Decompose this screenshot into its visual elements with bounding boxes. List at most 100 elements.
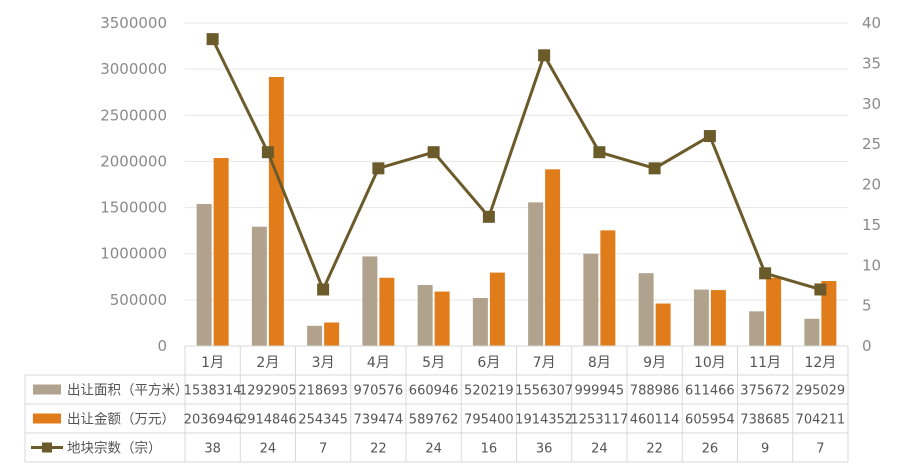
bar-area <box>362 256 378 346</box>
bar-amount <box>766 277 782 346</box>
left-tick-label: 2500000 <box>100 106 167 124</box>
category-label: 1月 <box>201 355 224 371</box>
bar-area <box>307 325 323 346</box>
table-cell: 22 <box>646 442 663 457</box>
bar-amount <box>489 272 505 346</box>
right-tick-label: 10 <box>862 256 881 274</box>
bar-amount <box>324 322 340 346</box>
category-label: 9月 <box>643 355 666 371</box>
table-cell: 1538314 <box>184 384 242 399</box>
count-point <box>261 146 274 159</box>
left-tick-label: 1000000 <box>100 245 167 263</box>
table-cell: 7 <box>816 442 824 457</box>
category-label: 10月 <box>694 355 726 371</box>
table-cell: 520219 <box>464 384 514 399</box>
table-cell: 999945 <box>575 384 625 399</box>
bar-amount <box>434 291 450 346</box>
table-cell: 1556307 <box>515 384 573 399</box>
count-line <box>206 33 827 296</box>
table-cell: 38 <box>204 442 221 457</box>
table-cell: 26 <box>702 442 719 457</box>
left-tick-label: 500000 <box>110 291 167 309</box>
table-cell: 16 <box>481 442 498 457</box>
category-label: 11月 <box>749 355 781 371</box>
bar-amount <box>655 303 671 346</box>
legend-key-marker <box>42 442 52 453</box>
right-axis-ticks: 0 5 10 15 20 25 30 35 40 <box>862 14 881 355</box>
table-cell: 2036946 <box>184 413 242 428</box>
category-label: 6月 <box>477 355 500 371</box>
table-cell: 739474 <box>354 413 404 428</box>
count-point <box>206 33 219 46</box>
category-label: 12月 <box>804 355 836 371</box>
bar-area <box>417 285 433 346</box>
table-cell: 738685 <box>740 413 790 428</box>
count-line-path <box>211 38 821 294</box>
table-cell: 24 <box>260 442 277 457</box>
table-cell: 218693 <box>298 384 348 399</box>
left-tick-label: 1500000 <box>100 199 167 217</box>
table-cell: 36 <box>536 442 553 457</box>
table-cell: 660946 <box>409 384 459 399</box>
bar-area <box>804 318 820 346</box>
series-name: 地块宗数（宗） <box>67 441 162 457</box>
table-cell: 375672 <box>740 384 790 399</box>
table-cell: 24 <box>591 442 608 457</box>
bar-amount <box>600 230 616 346</box>
right-tick-label: 15 <box>862 216 881 234</box>
bar-area <box>472 297 488 346</box>
count-point <box>593 146 606 159</box>
table-cell: 1253117 <box>570 413 628 428</box>
table-cell: 22 <box>370 442 387 457</box>
bars <box>196 77 837 347</box>
count-point <box>648 162 661 175</box>
category-label: 7月 <box>533 355 556 371</box>
category-label: 2月 <box>256 355 279 371</box>
bar-area <box>251 226 267 346</box>
category-label: 3月 <box>312 355 335 371</box>
count-point <box>482 210 495 223</box>
table-cell: 460114 <box>630 413 680 428</box>
category-label: 8月 <box>588 355 611 371</box>
bar-area <box>693 289 709 346</box>
right-tick-label: 35 <box>862 54 881 72</box>
count-point <box>427 146 440 159</box>
count-point <box>538 49 551 62</box>
bar-area <box>638 273 654 346</box>
bar-area <box>749 311 765 346</box>
right-tick-label: 25 <box>862 135 881 153</box>
legend-key <box>33 413 61 424</box>
table-cell: 704211 <box>796 413 846 428</box>
bar-amount <box>545 169 561 346</box>
bar-amount <box>213 158 229 346</box>
bar-amount <box>268 77 284 347</box>
left-axis-ticks: 0 500000 1000000 1500000 2000000 2500000 30000… <box>100 14 167 355</box>
table-cell: 788986 <box>630 384 680 399</box>
series-name: 出让金额（万元） <box>67 412 175 428</box>
table-cell: 970576 <box>354 384 404 399</box>
table-cell: 7 <box>319 442 327 457</box>
table-cell: 295029 <box>796 384 846 399</box>
table-cell: 589762 <box>409 413 459 428</box>
count-point <box>317 283 330 296</box>
left-tick-label: 3500000 <box>100 14 167 32</box>
bar-amount <box>710 290 726 346</box>
table-cell: 254345 <box>298 413 348 428</box>
gridlines <box>185 22 848 301</box>
category-label: 4月 <box>367 355 390 371</box>
bar-area <box>528 202 544 346</box>
right-tick-label: 20 <box>862 176 881 194</box>
right-tick-label: 0 <box>862 337 872 355</box>
table-cell: 795400 <box>464 413 514 428</box>
table-cell: 24 <box>425 442 442 457</box>
table-cell: 611466 <box>685 384 735 399</box>
series-name: 出让面积（平方米） <box>67 383 189 399</box>
table-cell: 1292905 <box>239 384 297 399</box>
left-tick-label: 0 <box>157 337 167 355</box>
right-tick-label: 40 <box>862 14 881 32</box>
count-point <box>759 267 772 280</box>
count-point <box>372 162 385 175</box>
data-table: 1月 2月 3月 4月 5月 6月 7月 8月 9月 10月 11月 12月出让面积（平方米）1538… <box>24 345 849 463</box>
table-cell: 2914846 <box>239 413 297 428</box>
